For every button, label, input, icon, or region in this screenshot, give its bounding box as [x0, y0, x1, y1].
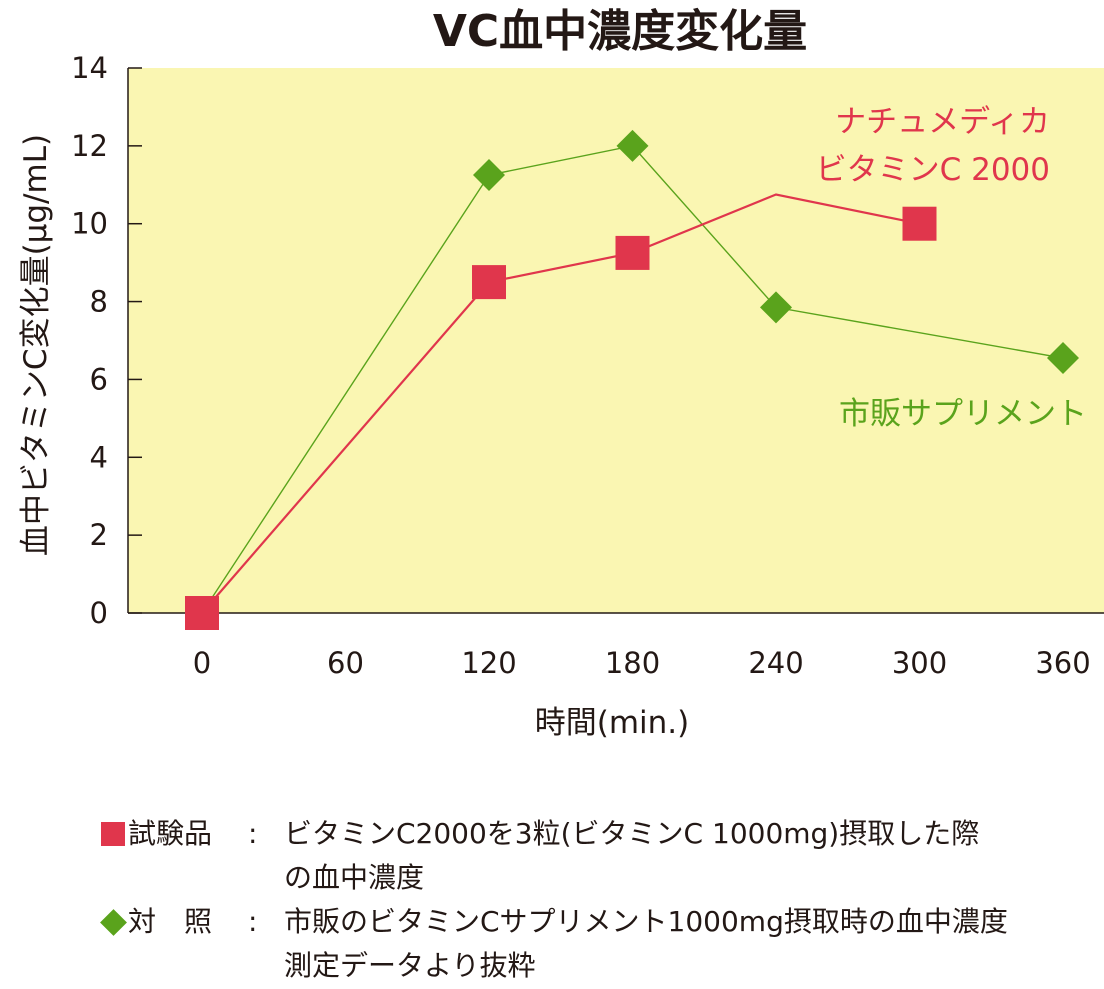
x-tick-label: 0: [193, 646, 211, 680]
data-point-diamond: [473, 159, 505, 192]
x-tick-label: 300: [892, 646, 947, 680]
data-point-square: [902, 206, 937, 241]
axes: [127, 67, 1104, 614]
data-point-square: [472, 265, 506, 300]
x-tick-label: 240: [748, 646, 803, 680]
y-tick-labels: 0 2 4 6 8 10 12 14: [71, 51, 108, 630]
y-tick-label: 10: [71, 207, 108, 241]
y-tick-label: 6: [90, 362, 108, 396]
square-marker-icon: [98, 812, 128, 856]
chart: VC血中濃度変化量 0 2 4 6 8 10 12 14 0 60 120 180 240 300 360…: [18, 6, 1104, 741]
plot-area: [128, 68, 1104, 613]
y-axis-label: 血中ビタミンC変化量(μg/mL): [18, 134, 54, 556]
x-tick-label: 120: [461, 646, 516, 680]
data-point-diamond: [616, 129, 649, 162]
y-tick-label: 0: [90, 596, 108, 630]
legend-description-line: ビタミンC2000を3粒(ビタミンC 1000mg)摂取した際: [284, 817, 980, 850]
x-axis-label: 時間(min.): [535, 705, 690, 741]
x-tick-label: 60: [327, 646, 364, 680]
legend-item-name: 試験品: [128, 817, 213, 850]
y-tick-label: 2: [90, 518, 108, 552]
series-markers: [185, 129, 1079, 630]
x-tick-label: 360: [1035, 646, 1090, 680]
chart-title: VC血中濃度変化量: [433, 6, 807, 57]
legend-description-line: 測定データより抜粋: [284, 949, 536, 982]
x-tick-label: 180: [605, 646, 660, 680]
y-tick-label: 12: [71, 129, 108, 163]
legend-item-name: 対 照: [128, 905, 213, 938]
y-tick-label: 4: [90, 440, 108, 474]
x-tick-labels: 0 60 120 180 240 300 360: [193, 646, 1091, 680]
legend-item-description: ビタミンC2000を3粒(ビタミンC 1000mg)摂取した際 の血中濃度: [284, 812, 1098, 900]
data-point-diamond: [1047, 342, 1079, 375]
legend-item: 対 照: 市販のビタミンCサプリメント1000mg摂取時の血中濃度 測定データより抜…: [98, 900, 1098, 988]
data-point-square: [615, 235, 650, 270]
series-label-line: 市販サプリメント: [839, 396, 1087, 432]
legend: 試験品: ビタミンC2000を3粒(ビタミンC 1000mg)摂取した際 の血中濃度…: [98, 812, 1098, 988]
series-label-line: ビタミンC 2000: [816, 152, 1050, 188]
data-point-diamond: [760, 291, 792, 324]
legend-colon: :: [248, 817, 258, 850]
legend-description-line: の血中濃度: [284, 861, 425, 894]
y-tick-label: 8: [90, 285, 108, 319]
series-label-line: ナチュメディカ: [835, 104, 1050, 140]
legend-item: 試験品: ビタミンC2000を3粒(ビタミンC 1000mg)摂取した際 の血中濃度: [98, 812, 1098, 900]
legend-colon: :: [248, 905, 258, 938]
legend-description-line: 市販のビタミンCサプリメント1000mg摂取時の血中濃度: [284, 905, 1008, 938]
data-point-square: [185, 596, 219, 630]
y-tick-label: 14: [71, 51, 108, 85]
diamond-marker-icon: [98, 900, 128, 944]
legend-item-description: 市販のビタミンCサプリメント1000mg摂取時の血中濃度 測定データより抜粋: [284, 900, 1098, 988]
